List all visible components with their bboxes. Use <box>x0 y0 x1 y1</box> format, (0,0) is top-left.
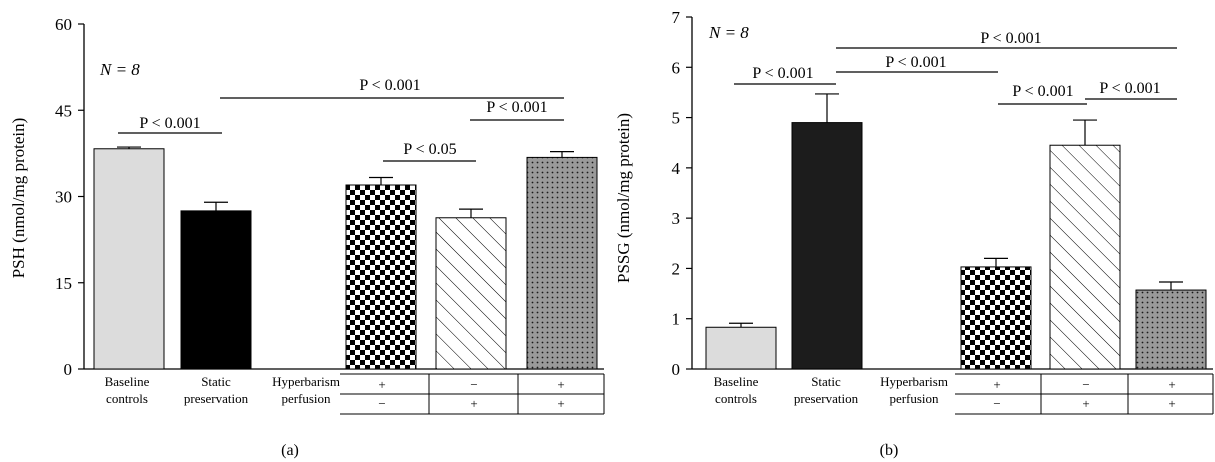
perfusion-cell-1: + <box>1082 396 1089 411</box>
hyperbarism-cell-0: + <box>993 377 1000 392</box>
x-label-1-line1: Static <box>201 374 231 389</box>
y-axis-label: PSH (nmol/mg protein) <box>9 118 28 279</box>
x-label-0-line2: controls <box>106 391 148 406</box>
y-tick-label: 6 <box>672 58 681 77</box>
significance-label-3: P < 0.001 <box>486 99 547 116</box>
hyperbarism-cell-0: + <box>378 377 385 392</box>
x-label-2-line1: Hyperbarism <box>272 374 340 389</box>
panel-a: PSH (nmol/mg protein) N = 8 (a) Baseline… <box>9 15 605 459</box>
significance-label-3: P < 0.001 <box>1012 83 1073 100</box>
y-tick-label: 0 <box>672 360 681 379</box>
y-tick-label: 4 <box>672 159 681 178</box>
treatment-table-grid <box>955 373 1214 415</box>
perfusion-cell-0: − <box>378 396 385 411</box>
perfusion-cell-2: + <box>557 396 564 411</box>
bar <box>960 266 1032 370</box>
significance-label-0: P < 0.001 <box>139 115 200 132</box>
bar <box>93 148 165 370</box>
bar <box>791 122 863 370</box>
y-tick-label: 60 <box>55 15 72 34</box>
n-label: N = 8 <box>708 23 749 42</box>
panel-b: PSSG (nmol/mg protein) N = 8 (b) Baselin… <box>614 8 1214 459</box>
x-label-0-line1: Baseline <box>714 374 759 389</box>
perfusion-cell-0: − <box>993 396 1000 411</box>
n-label: N = 8 <box>99 60 140 79</box>
y-tick-label: 15 <box>55 274 72 293</box>
significance-label-0: P < 0.001 <box>752 65 813 82</box>
bar <box>180 210 252 370</box>
bar <box>345 184 417 370</box>
x-label-0-line1: Baseline <box>105 374 150 389</box>
significance-label-2: P < 0.05 <box>403 141 456 158</box>
significance-label-1: P < 0.001 <box>885 54 946 71</box>
hyperbarism-cell-1: − <box>1082 377 1089 392</box>
panel-label: (b) <box>880 442 899 459</box>
significance-label-2: P < 0.001 <box>980 30 1041 47</box>
significance-lines <box>118 97 564 162</box>
x-label-1-line2: preservation <box>184 391 249 406</box>
y-tick-label: 1 <box>672 310 681 329</box>
hyperbarism-cell-2: + <box>1168 377 1175 392</box>
treatment-table-grid <box>340 373 605 415</box>
hyperbarism-cell-1: − <box>470 377 477 392</box>
perfusion-cell-2: + <box>1168 396 1175 411</box>
x-label-1-line1: Static <box>811 374 841 389</box>
bar <box>1049 144 1121 370</box>
y-tick-label: 5 <box>672 109 681 128</box>
bar <box>705 326 777 370</box>
bar <box>435 217 507 370</box>
panel-label: (a) <box>281 442 299 459</box>
x-label-2-line2: perfusion <box>889 391 939 406</box>
significance-lines <box>734 47 1177 105</box>
x-label-1-line2: preservation <box>794 391 859 406</box>
x-label-0-line2: controls <box>715 391 757 406</box>
x-label-2-line2: perfusion <box>281 391 331 406</box>
bar <box>526 156 598 370</box>
y-tick-label: 30 <box>55 188 72 207</box>
significance-label-1: P < 0.001 <box>359 77 420 94</box>
y-tick-label: 45 <box>55 101 72 120</box>
y-tick-label: 7 <box>672 8 681 27</box>
y-tick-label: 2 <box>672 259 681 278</box>
hyperbarism-cell-2: + <box>557 377 564 392</box>
y-tick-label: 3 <box>672 209 681 228</box>
x-label-2-line1: Hyperbarism <box>880 374 948 389</box>
bar <box>1135 289 1207 370</box>
significance-label-4: P < 0.001 <box>1099 80 1160 97</box>
y-axis-label: PSSG (nmol/mg protein) <box>614 113 633 283</box>
y-tick-label: 0 <box>64 360 73 379</box>
perfusion-cell-1: + <box>470 396 477 411</box>
